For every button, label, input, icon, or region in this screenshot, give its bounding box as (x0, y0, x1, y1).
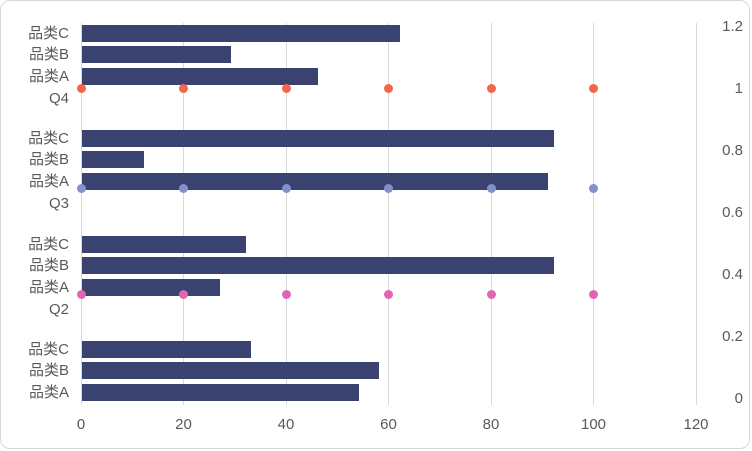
secondary-y-axis-tick-label: 1 (734, 79, 743, 97)
gridline (593, 23, 594, 405)
orange-data-dot (281, 83, 291, 93)
gridline (695, 23, 697, 405)
category-label: 品类C (28, 129, 69, 147)
gridline (183, 23, 184, 405)
bar-品类CQ2 (82, 235, 246, 253)
bar-品类BQ2 (82, 257, 554, 274)
category-label: 品类A (28, 383, 69, 401)
x-axis-tick-label: 100 (580, 416, 607, 433)
pink-data-dot (179, 289, 188, 299)
category-label: 品类A (28, 278, 69, 296)
x-axis-tick-label: 120 (683, 416, 709, 433)
bar-品类BQ3 (82, 151, 144, 168)
bar-品类AQ1 (82, 383, 359, 401)
pink-data-dot (281, 289, 291, 299)
category-label: 品类B (28, 151, 69, 168)
bar-品类CQ3 (82, 129, 554, 147)
secondary-y-axis-tick-label: 0.6 (722, 203, 743, 221)
bar-品类CQ4 (82, 24, 400, 42)
x-axis-tick-label: 40 (277, 416, 295, 433)
pink-data-dot (589, 289, 598, 299)
category-label: 品类B (28, 46, 69, 63)
category-label: 品类A (28, 67, 69, 85)
periwinkle-data-dot (76, 184, 86, 194)
secondary-y-axis-tick-label: 0 (734, 389, 743, 407)
gridline (80, 23, 82, 405)
orange-data-dot (589, 83, 598, 93)
orange-data-dot (384, 83, 393, 93)
secondary-y-axis-tick-label: 0.4 (722, 265, 743, 283)
bar-品类BQ4 (82, 46, 231, 63)
secondary-y-axis-tick-label: 0.8 (722, 141, 743, 159)
category-label: 品类A (28, 172, 69, 190)
quarter-label: Q2 (48, 300, 69, 318)
bar-品类CQ1 (82, 340, 252, 358)
periwinkle-data-dot (179, 184, 188, 194)
orange-data-dot (179, 83, 188, 93)
quarter-label: Q3 (48, 194, 69, 212)
category-label: 品类B (28, 362, 69, 379)
category-label: 品类C (28, 235, 69, 253)
gridline (285, 23, 287, 405)
bar-品类AQ2 (82, 278, 221, 296)
x-axis-tick-label: 20 (175, 416, 192, 433)
periwinkle-data-dot (384, 184, 393, 194)
quarter-label: Q4 (48, 89, 69, 107)
orange-data-dot (486, 83, 496, 93)
secondary-y-axis-tick-label: 0.2 (722, 327, 743, 345)
x-axis-tick-label: 80 (482, 416, 500, 433)
periwinkle-data-dot (486, 184, 496, 194)
x-axis-tick-label: 0 (76, 416, 86, 433)
pink-data-dot (486, 289, 496, 299)
orange-data-dot (76, 83, 86, 93)
bar-品类BQ1 (82, 362, 380, 379)
periwinkle-data-dot (281, 184, 291, 194)
bar-品类AQ3 (82, 172, 549, 190)
category-label: 品类C (28, 340, 69, 358)
secondary-y-axis-tick-label: 1.2 (722, 17, 743, 35)
category-label: 品类B (28, 257, 69, 274)
bar-品类AQ4 (82, 67, 318, 85)
category-label: 品类C (28, 24, 69, 42)
x-axis-tick-label: 60 (380, 416, 397, 433)
pink-data-dot (384, 289, 393, 299)
gridline (388, 23, 389, 405)
periwinkle-data-dot (589, 184, 598, 194)
pink-data-dot (76, 289, 86, 299)
gridline (490, 23, 492, 405)
